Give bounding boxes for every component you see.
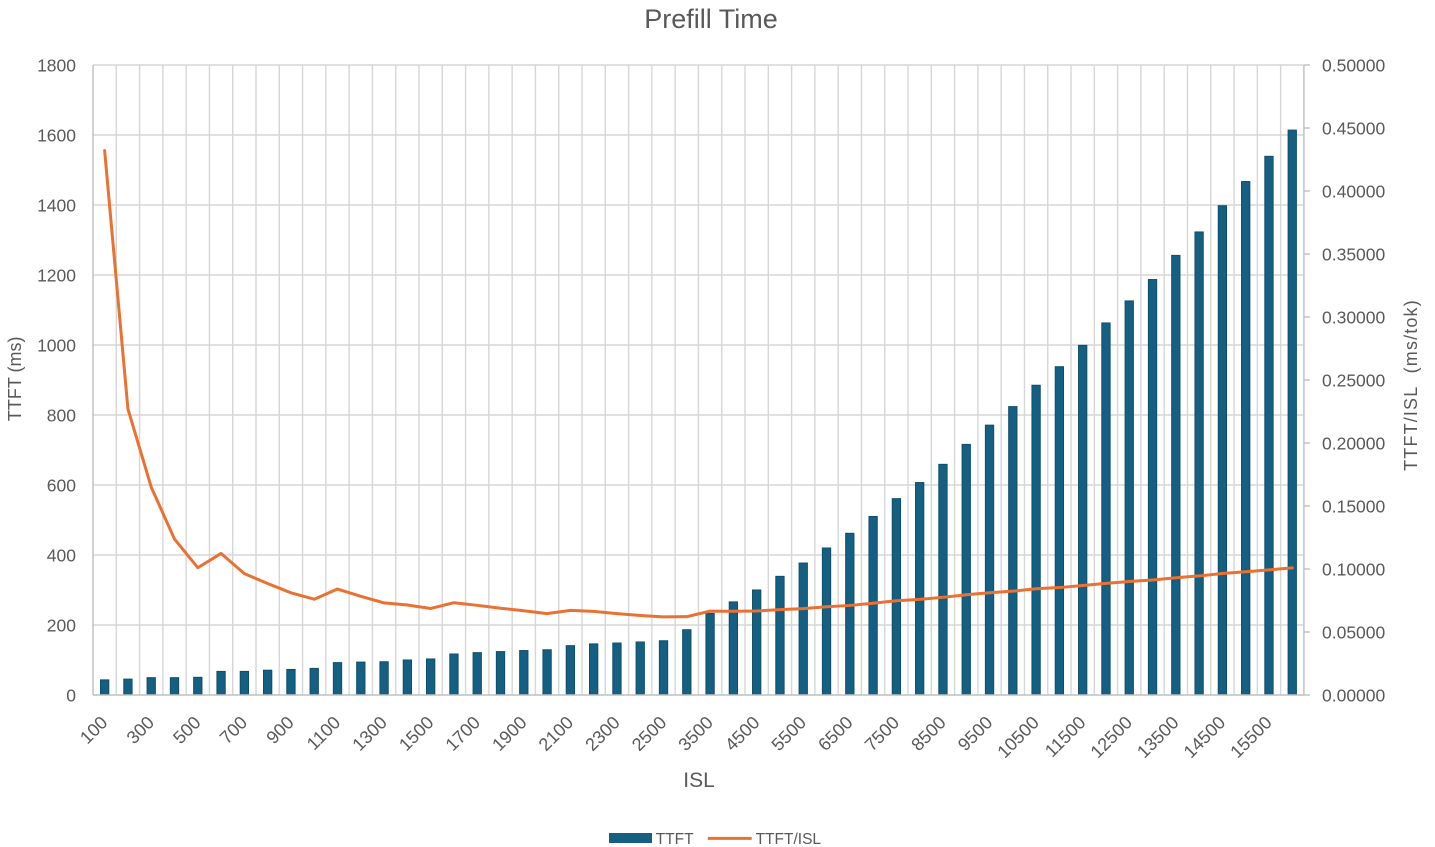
svg-text:0.35000: 0.35000 — [1322, 244, 1386, 264]
svg-text:1000: 1000 — [37, 335, 76, 355]
svg-text:600: 600 — [47, 475, 76, 495]
svg-text:1400: 1400 — [37, 195, 76, 215]
svg-text:0.45000: 0.45000 — [1322, 118, 1386, 138]
svg-text:0.15000: 0.15000 — [1322, 496, 1386, 516]
svg-text:Prefill Time: Prefill Time — [644, 4, 778, 34]
svg-text:0.20000: 0.20000 — [1322, 433, 1386, 453]
svg-text:0.30000: 0.30000 — [1322, 307, 1386, 327]
svg-text:0.40000: 0.40000 — [1322, 181, 1386, 201]
svg-text:1200: 1200 — [37, 265, 76, 285]
svg-text:TTFT (ms): TTFT (ms) — [5, 336, 25, 421]
svg-text:TTFT/ISL: TTFT/ISL — [756, 831, 822, 847]
svg-text:0: 0 — [66, 685, 76, 705]
svg-text:ISL: ISL — [683, 769, 715, 792]
svg-text:200: 200 — [47, 615, 76, 635]
svg-text:0.05000: 0.05000 — [1322, 622, 1386, 642]
svg-text:0.00000: 0.00000 — [1322, 685, 1386, 705]
svg-text:0.10000: 0.10000 — [1322, 559, 1386, 579]
svg-text:1800: 1800 — [37, 55, 76, 75]
svg-text:0.25000: 0.25000 — [1322, 370, 1386, 390]
svg-text:TTFT: TTFT — [656, 831, 694, 847]
svg-text:400: 400 — [47, 545, 76, 565]
svg-text:0.50000: 0.50000 — [1322, 55, 1386, 75]
svg-text:TTFT/ISL (ms/tok): TTFT/ISL (ms/tok) — [1401, 299, 1421, 471]
svg-text:1600: 1600 — [37, 125, 76, 145]
svg-text:800: 800 — [47, 405, 76, 425]
